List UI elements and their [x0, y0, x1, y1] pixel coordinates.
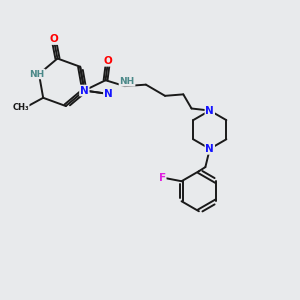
Text: N: N [206, 144, 214, 154]
Text: NH: NH [119, 77, 135, 86]
Text: NH: NH [30, 70, 45, 79]
Text: N: N [80, 85, 89, 95]
Text: N: N [104, 89, 112, 99]
Text: O: O [103, 56, 112, 66]
Text: O: O [50, 34, 58, 44]
Text: F: F [159, 173, 166, 183]
Text: CH₃: CH₃ [12, 103, 29, 112]
Text: N: N [206, 106, 214, 116]
